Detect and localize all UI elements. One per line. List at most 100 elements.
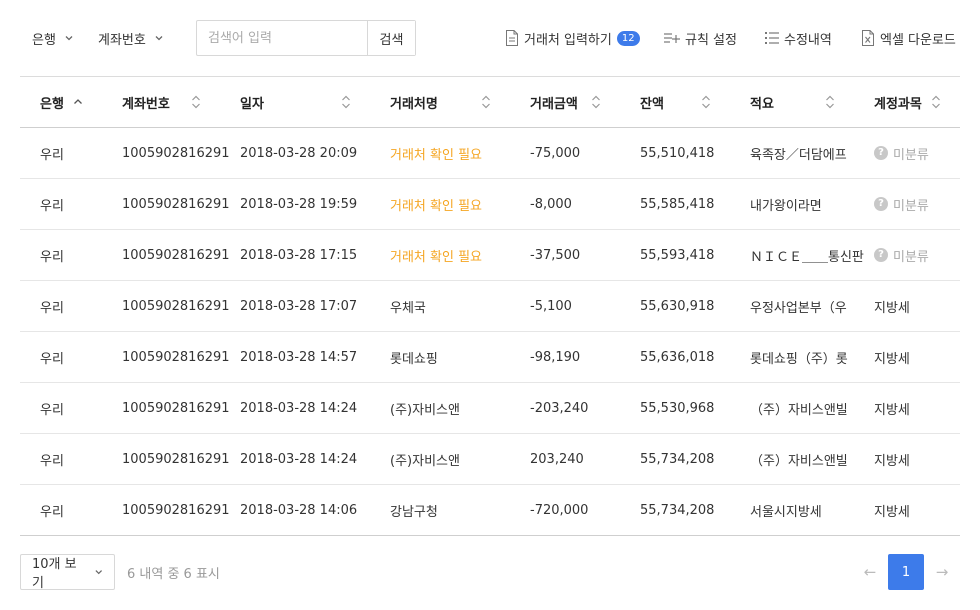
input-counterparty-button[interactable]: 거래처 입력하기 12 <box>505 24 640 52</box>
input-counterparty-label: 거래처 입력하기 <box>524 32 612 48</box>
cell-memo: （주）자비스앤빌 <box>750 402 848 418</box>
prev-page-arrow-icon[interactable]: ← <box>863 563 877 581</box>
cell-bank: 우리 <box>40 504 64 520</box>
cell-balance: 55,585,418 <box>640 196 715 212</box>
table-row[interactable]: 우리 1005902816291 2018-03-28 17:07 우체국 -5… <box>20 281 960 332</box>
cell-counterparty: 강남구청 <box>390 504 438 520</box>
column-header-category[interactable]: 계정과목 <box>874 77 922 127</box>
column-header-account[interactable]: 계좌번호 <box>122 77 170 127</box>
cell-balance: 55,734,208 <box>640 502 715 518</box>
cell-bank: 우리 <box>40 402 64 418</box>
cell-category[interactable]: ? 미분류 <box>874 128 929 178</box>
excel-download-button[interactable]: 엑셀 다운로드 <box>861 24 956 52</box>
question-icon: ? <box>874 248 888 262</box>
bank-filter-dropdown[interactable]: 은행 <box>32 22 74 54</box>
cell-memo: （주）자비스앤빌 <box>750 453 848 469</box>
cell-date: 2018-03-28 20:09 <box>240 145 358 161</box>
sort-icon[interactable] <box>341 94 351 110</box>
cell-category[interactable]: 지방세 <box>874 351 910 367</box>
column-header-date[interactable]: 일자 <box>240 77 264 127</box>
cell-counterparty-needs-check[interactable]: 거래처 확인 필요 <box>390 147 482 163</box>
cell-balance: 55,734,208 <box>640 451 715 467</box>
document-icon <box>506 30 518 46</box>
cell-date: 2018-03-28 14:06 <box>240 502 358 518</box>
table-header: 은행 계좌번호 일자 거래처명 거래금액 잔액 적요 계정과목 <box>20 77 960 128</box>
column-header-balance[interactable]: 잔액 <box>640 77 664 127</box>
next-page-arrow-icon[interactable]: → <box>935 563 949 581</box>
list-icon <box>765 32 779 44</box>
cell-account: 1005902816291 <box>122 349 230 365</box>
table-row[interactable]: 우리 1005902816291 2018-03-28 14:06 강남구청 -… <box>20 485 960 536</box>
cell-memo: 서울시지방세 <box>750 504 822 520</box>
cell-date: 2018-03-28 19:59 <box>240 196 358 212</box>
table-row[interactable]: 우리 1005902816291 2018-03-28 17:15 거래처 확인… <box>20 230 960 281</box>
table-row[interactable]: 우리 1005902816291 2018-03-28 14:24 (주)자비스… <box>20 383 960 434</box>
cell-counterparty: 롯데쇼핑 <box>390 351 438 367</box>
cell-balance: 55,636,018 <box>640 349 715 365</box>
cell-counterparty-needs-check[interactable]: 거래처 확인 필요 <box>390 249 482 265</box>
sort-icon[interactable] <box>825 94 835 110</box>
column-label: 적요 <box>750 96 774 112</box>
cell-amount: -8,000 <box>530 196 572 212</box>
sort-icon[interactable] <box>931 94 941 110</box>
cell-bank: 우리 <box>40 351 64 367</box>
table-footer: 10개 보기 6 내역 중 6 표시 ← 1 → <box>20 554 960 591</box>
cell-amount: -203,240 <box>530 400 589 416</box>
column-header-amount[interactable]: 거래금액 <box>530 77 578 127</box>
column-label: 잔액 <box>640 96 664 112</box>
bank-filter-label: 은행 <box>32 32 56 48</box>
edit-history-label: 수정내역 <box>784 32 832 48</box>
cell-bank: 우리 <box>40 147 64 163</box>
column-label: 일자 <box>240 96 264 112</box>
cell-bank: 우리 <box>40 453 64 469</box>
category-label: 미분류 <box>893 198 929 214</box>
cell-amount: 203,240 <box>530 451 584 467</box>
cell-memo: ＮＩＣＥ＿＿통신판 <box>750 249 864 265</box>
page-size-select[interactable]: 10개 보기 <box>20 554 115 591</box>
account-filter-dropdown[interactable]: 계좌번호 <box>98 22 164 54</box>
rule-settings-button[interactable]: 규칙 설정 <box>664 24 737 52</box>
sort-ascending-icon[interactable] <box>73 94 83 110</box>
page-size-label: 10개 보기 <box>32 557 77 591</box>
cell-counterparty: 우체국 <box>390 300 426 316</box>
column-header-memo[interactable]: 적요 <box>750 77 774 127</box>
sort-icon[interactable] <box>191 94 201 110</box>
column-header-bank[interactable]: 은행 <box>40 77 64 127</box>
counterparty-count-badge: 12 <box>616 30 640 46</box>
cell-date: 2018-03-28 17:15 <box>240 247 358 263</box>
search-input[interactable] <box>197 21 367 55</box>
cell-category[interactable]: 지방세 <box>874 300 910 316</box>
chevron-down-icon <box>65 36 73 41</box>
cell-category[interactable]: 지방세 <box>874 453 910 469</box>
cell-category[interactable]: ? 미분류 <box>874 179 929 229</box>
account-filter-label: 계좌번호 <box>98 32 146 48</box>
category-label: 미분류 <box>893 147 929 163</box>
page-number-current[interactable]: 1 <box>888 554 924 590</box>
cell-date: 2018-03-28 14:24 <box>240 451 358 467</box>
sort-icon[interactable] <box>481 94 491 110</box>
table-row[interactable]: 우리 1005902816291 2018-03-28 14:24 (주)자비스… <box>20 434 960 485</box>
cell-balance: 55,530,968 <box>640 400 715 416</box>
question-icon: ? <box>874 146 888 160</box>
sort-icon[interactable] <box>591 94 601 110</box>
table-row[interactable]: 우리 1005902816291 2018-03-28 20:09 거래처 확인… <box>20 128 960 179</box>
cell-memo: 롯데쇼핑（주）롯 <box>750 351 848 367</box>
cell-account: 1005902816291 <box>122 502 230 518</box>
cell-counterparty-needs-check[interactable]: 거래처 확인 필요 <box>390 198 482 214</box>
cell-bank: 우리 <box>40 300 64 316</box>
sort-icon[interactable] <box>701 94 711 110</box>
edit-history-button[interactable]: 수정내역 <box>765 24 832 52</box>
table-row[interactable]: 우리 1005902816291 2018-03-28 14:57 롯데쇼핑 -… <box>20 332 960 383</box>
column-header-counterparty[interactable]: 거래처명 <box>390 77 438 127</box>
search-button[interactable]: 검색 <box>367 21 415 55</box>
table-row[interactable]: 우리 1005902816291 2018-03-28 19:59 거래처 확인… <box>20 179 960 230</box>
column-label: 거래금액 <box>530 96 578 112</box>
cell-account: 1005902816291 <box>122 451 230 467</box>
cell-account: 1005902816291 <box>122 247 230 263</box>
results-summary: 6 내역 중 6 표시 <box>127 566 220 582</box>
cell-category[interactable]: 지방세 <box>874 402 910 418</box>
cell-amount: -75,000 <box>530 145 581 161</box>
chevron-down-icon <box>94 570 102 575</box>
cell-category[interactable]: 지방세 <box>874 504 910 520</box>
cell-category[interactable]: ? 미분류 <box>874 230 929 280</box>
